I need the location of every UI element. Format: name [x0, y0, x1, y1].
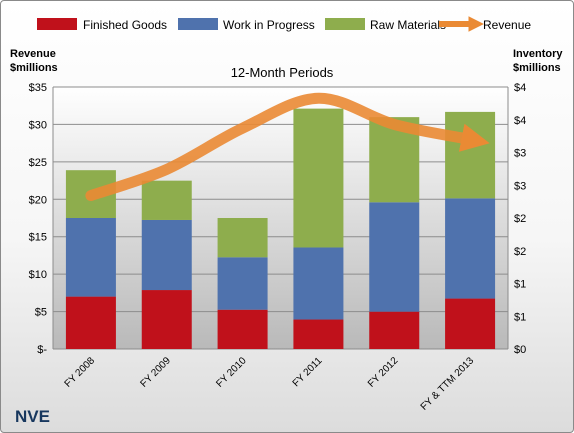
- left-tick-label: $25: [29, 157, 47, 169]
- legend-label-finished-goods: Finished Goods: [83, 18, 167, 32]
- legend-swatch-work-in-progress: [178, 18, 218, 30]
- chart-title: 12-Month Periods: [231, 65, 334, 80]
- right-tick-label: $0: [514, 344, 526, 356]
- left-tick-label: $15: [29, 232, 47, 244]
- bar-finished-goods-fy-2010: [217, 309, 268, 349]
- right-tick-label: $1: [514, 279, 526, 291]
- bar-raw-materials-fy-2009: [141, 180, 192, 220]
- bar-finished-goods-fy-2009: [141, 290, 192, 349]
- x-tick-label: FY & TTM 2013: [419, 355, 477, 413]
- bars-group: [65, 108, 496, 349]
- right-tick-label: $3: [514, 180, 526, 192]
- right-tick-label: $2: [514, 213, 526, 225]
- bar-raw-materials-fy-2010: [217, 218, 268, 258]
- left-axis-title-line1: Revenue: [10, 48, 56, 60]
- legend-swatch-finished-goods: [37, 18, 77, 30]
- bar-work-in-progress-fy-2010: [217, 257, 268, 310]
- right-axis-title-line2: $millions: [513, 62, 561, 74]
- legend: Finished Goods Work in Progress Raw Mate…: [37, 16, 531, 32]
- right-tick-label: $3: [514, 148, 526, 160]
- left-tick-label: $10: [29, 269, 47, 281]
- bar-work-in-progress-fy-2011: [293, 247, 344, 320]
- plot-area: [53, 87, 508, 349]
- left-axis-ticks: $- $5 $10 $15 $20 $25 $30 $35: [29, 82, 48, 356]
- right-axis-title-line1: Inventory: [513, 48, 563, 60]
- x-tick-label: FY 2009: [138, 355, 173, 390]
- bar-raw-materials-fy-ttm-2013: [445, 111, 496, 199]
- revenue-line: [85, 92, 490, 202]
- bar-raw-materials-fy-2011: [293, 108, 344, 248]
- left-tick-label: $30: [29, 119, 47, 131]
- bar-finished-goods-fy-2011: [293, 319, 344, 349]
- left-tick-label: $-: [37, 344, 47, 356]
- bar-finished-goods-fy-2008: [65, 296, 116, 349]
- left-tick-label: $35: [29, 82, 47, 94]
- company-name: NVE: [15, 407, 50, 426]
- right-axis-ticks: $0 $1 $1 $2 $2 $3 $3 $4 $4: [514, 82, 526, 356]
- left-axis-title-line2: $millions: [10, 62, 58, 74]
- left-tick-label: $20: [29, 194, 47, 206]
- x-tick-label: FY 2010: [214, 355, 249, 390]
- revenue-line-group: [85, 92, 490, 202]
- bar-work-in-progress-fy-2012: [369, 202, 420, 312]
- left-tick-label: $5: [35, 307, 47, 319]
- right-tick-label: $4: [514, 82, 526, 94]
- bar-finished-goods-fy-2012: [369, 311, 420, 349]
- right-tick-label: $1: [514, 311, 526, 323]
- x-tick-label: FY 2008: [63, 355, 98, 390]
- legend-swatch-raw-materials: [325, 18, 365, 30]
- right-tick-label: $4: [514, 115, 526, 127]
- right-tick-label: $2: [514, 246, 526, 258]
- bar-work-in-progress-fy-2009: [141, 219, 192, 291]
- bar-finished-goods-fy-ttm-2013: [445, 298, 496, 349]
- legend-label-raw-materials: Raw Materials: [370, 18, 446, 32]
- legend-label-work-in-progress: Work in Progress: [223, 18, 315, 32]
- bar-work-in-progress-fy-2008: [65, 218, 116, 297]
- bar-work-in-progress-fy-ttm-2013: [445, 198, 496, 299]
- x-tick-label: FY 2011: [291, 355, 325, 389]
- gridlines: [52, 86, 509, 350]
- legend-label-revenue: Revenue: [483, 18, 531, 32]
- x-tick-label: FY 2012: [366, 355, 401, 390]
- x-axis-ticks: FY 2008 FY 2009 FY 2010 FY 2011 FY 2012 FY & …: [63, 355, 477, 413]
